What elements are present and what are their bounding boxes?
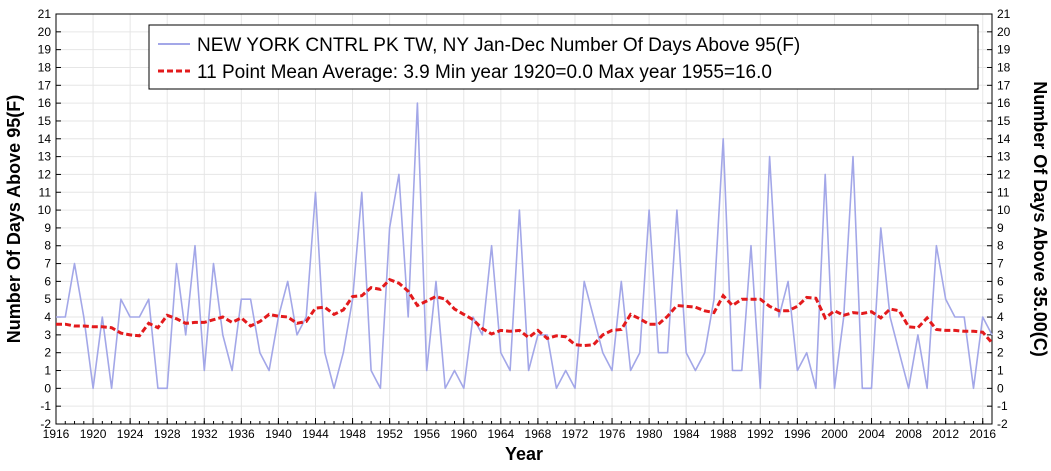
x-tick-label: 1920 xyxy=(80,427,107,441)
y-tick-label-right: 15 xyxy=(997,114,1011,128)
y-tick-label-left: 0 xyxy=(44,381,51,395)
series-line-11-point-mean xyxy=(56,277,994,348)
x-tick-label: 1996 xyxy=(784,427,811,441)
y-tick-label-right: 16 xyxy=(997,96,1011,110)
y-tick-label-left: 18 xyxy=(38,60,52,74)
x-tick-label: 1928 xyxy=(154,427,181,441)
y-tick-label-left: 17 xyxy=(38,78,52,92)
x-tick-label: 1924 xyxy=(117,427,144,441)
x-tick-label: 2000 xyxy=(821,427,848,441)
x-tick-label: 1916 xyxy=(43,427,70,441)
y-tick-label-left: 21 xyxy=(38,7,52,21)
y-axis-title-left: Number Of Days Above 95(F) xyxy=(4,95,24,343)
y-tick-label-right: 1 xyxy=(997,364,1004,378)
legend-label-mean: 11 Point Mean Average: 3.9 Min year 1920… xyxy=(197,62,772,83)
x-tick-label: 1940 xyxy=(265,427,292,441)
plot-frame xyxy=(55,13,993,425)
y-tick-label-right: 6 xyxy=(997,274,1004,288)
y-tick-label-right: 4 xyxy=(997,310,1004,324)
y-tick-label-right: 7 xyxy=(997,257,1004,271)
y-tick-label-right: 5 xyxy=(997,292,1004,306)
y-tick-label-right: -2 xyxy=(997,417,1008,431)
y-tick-label-left: -1 xyxy=(40,399,51,413)
y-tick-label-left: 15 xyxy=(38,114,52,128)
y-tick-label-left: 7 xyxy=(44,257,51,271)
x-axis-title: Year xyxy=(505,444,543,464)
x-tick-label: 2012 xyxy=(932,427,959,441)
y-tick-label-left: 5 xyxy=(44,292,51,306)
y-tick-label-left: -2 xyxy=(40,417,51,431)
x-tick-label: 1936 xyxy=(228,427,255,441)
y-tick-label-left: 13 xyxy=(38,150,52,164)
x-tick-label: 1948 xyxy=(339,427,366,441)
y-tick-label-right: 11 xyxy=(997,185,1010,199)
y-tick-label-right: 8 xyxy=(997,239,1004,253)
x-tick-label: 1972 xyxy=(562,427,589,441)
y-tick-label-left: 2 xyxy=(44,346,51,360)
y-tick-label-left: 6 xyxy=(44,274,51,288)
x-tick-label: 1980 xyxy=(636,427,663,441)
x-tick-label: 1960 xyxy=(450,427,477,441)
y-tick-label-left: 11 xyxy=(39,185,52,199)
x-tick-label: 1992 xyxy=(747,427,774,441)
y-tick-label-right: 3 xyxy=(997,328,1004,342)
series-layer xyxy=(56,102,994,390)
x-tick-label: 2016 xyxy=(969,427,996,441)
x-tick-label: 1968 xyxy=(525,427,552,441)
y-tick-label-right: 21 xyxy=(997,7,1011,21)
y-tick-label-right: 17 xyxy=(997,78,1011,92)
y-tick-label-left: 19 xyxy=(38,43,52,57)
y-tick-label-left: 12 xyxy=(38,167,52,181)
y-tick-label-right: 13 xyxy=(997,150,1011,164)
y-tick-label-left: 4 xyxy=(44,310,51,324)
x-tick-label: 2004 xyxy=(858,427,885,441)
y-tick-label-left: 14 xyxy=(38,132,52,146)
legend-label-series: NEW YORK CNTRL PK TW, NY Jan-Dec Number … xyxy=(197,35,800,56)
y-tick-label-left: 8 xyxy=(44,239,51,253)
y-tick-label-right: 19 xyxy=(997,43,1011,57)
x-tick-label: 1988 xyxy=(710,427,737,441)
legend: NEW YORK CNTRL PK TW, NY Jan-Dec Number … xyxy=(148,24,979,90)
series-line-days-above-95 xyxy=(56,102,993,390)
y-tick-label-left: 16 xyxy=(38,96,52,110)
x-tick-label: 1984 xyxy=(673,427,700,441)
y-axis-title-right: Number Of Days Above 35.00(C) xyxy=(1030,81,1050,356)
y-tick-label-right: -1 xyxy=(997,399,1008,413)
x-tick-label: 2008 xyxy=(895,427,922,441)
y-tick-label-right: 18 xyxy=(997,60,1011,74)
y-tick-label-left: 9 xyxy=(44,221,51,235)
y-tick-label-left: 10 xyxy=(38,203,52,217)
y-tick-label-right: 14 xyxy=(997,132,1011,146)
x-tick-label: 1956 xyxy=(413,427,440,441)
y-tick-label-left: 20 xyxy=(38,25,52,39)
x-tick-label: 1976 xyxy=(599,427,626,441)
x-tick-label: 1932 xyxy=(191,427,218,441)
y-tick-label-right: 9 xyxy=(997,221,1004,235)
y-tick-label-right: 20 xyxy=(997,25,1011,39)
y-tick-label-right: 2 xyxy=(997,346,1004,360)
x-tick-label: 1952 xyxy=(376,427,403,441)
y-tick-label-right: 0 xyxy=(997,381,1004,395)
y-tick-label-right: 12 xyxy=(997,167,1011,181)
y-tick-label-left: 3 xyxy=(44,328,51,342)
x-tick-label: 1944 xyxy=(302,427,329,441)
y-tick-label-left: 1 xyxy=(44,364,51,378)
y-tick-label-right: 10 xyxy=(997,203,1011,217)
x-tick-label: 1964 xyxy=(487,427,514,441)
legend-box xyxy=(148,24,979,90)
